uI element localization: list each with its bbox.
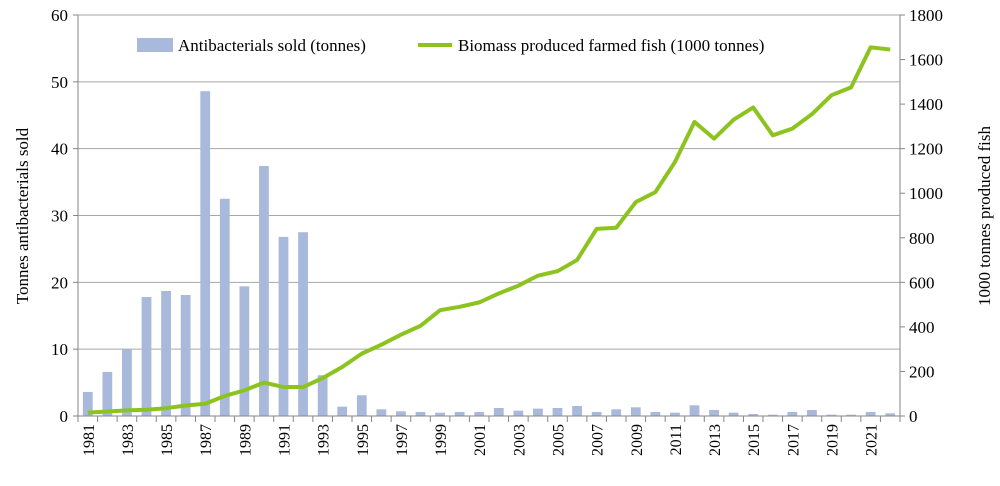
y-axis-label: Tonnes antibacterials sold [13,127,32,304]
bar [376,409,386,416]
x-tick-label: 1989 [237,424,254,456]
x-tick-label: 2003 [511,424,528,456]
y2-tick-label: 1800 [909,6,943,25]
x-tick-label: 2013 [707,424,724,456]
y2-tick-label: 800 [909,229,935,248]
bar-series [83,91,895,416]
bar [142,297,152,416]
x-tick-label: 1997 [394,424,411,456]
x-tick-label: 2021 [864,424,881,456]
y2-tick-label: 600 [909,273,935,292]
y-tick-label: 40 [51,140,68,159]
bar [807,410,817,416]
legend-swatch-bar [137,38,173,52]
x-tick-label: 1983 [120,424,137,456]
bar [787,412,797,416]
y2-tick-label: 1000 [909,184,943,203]
bar [572,406,582,416]
x-tick-label: 1981 [81,424,98,456]
x-tick-label: 2001 [472,424,489,456]
bar [690,405,700,416]
legend: Antibacterials sold (tonnes) Biomass pro… [137,36,764,55]
bar [357,395,367,416]
y2-tick-label: 0 [909,407,918,426]
bar [866,412,876,416]
y-tick-label: 60 [51,6,68,25]
bar [631,407,641,416]
bar [474,412,484,416]
bar [553,408,563,416]
x-tick-label: 2017 [785,424,802,456]
bar [161,291,171,416]
x-tick-label: 1999 [433,424,450,456]
bar [435,413,445,416]
y-tick-label: 0 [60,407,69,426]
bar [611,409,621,416]
x-tick-label: 2015 [746,424,763,456]
bar [455,412,465,416]
bar [279,237,289,416]
bar [416,412,426,416]
bar [200,91,210,416]
bar [494,408,504,416]
bar [239,286,249,416]
x-tick-label: 2005 [551,424,568,456]
x-tick-label: 2019 [825,424,842,456]
y-tick-label: 20 [51,273,68,292]
x-tick-label: 2011 [668,424,685,455]
bar [513,411,523,416]
legend-label-bar: Antibacterials sold (tonnes) [178,36,366,55]
bar [592,412,602,416]
x-tick-label: 1991 [277,424,294,456]
bar [670,413,680,416]
axes [73,15,905,422]
x-tick-label: 1995 [355,424,372,456]
bar [396,411,406,416]
x-tick-label: 1987 [198,424,215,456]
bar [181,295,191,416]
bar [533,409,543,416]
bar [650,412,660,416]
y2-tick-label: 1400 [909,95,943,114]
y-tick-label: 10 [51,340,68,359]
x-tick-label: 2007 [590,424,607,456]
bar [122,349,132,416]
y2-axis-label: 1000 tonnes produced fish [975,126,994,306]
x-tick-label: 1993 [316,424,333,456]
bar [729,413,739,416]
bar [220,199,230,416]
legend-label-line: Biomass produced farmed fish (1000 tonne… [458,36,764,55]
bar [709,410,719,416]
bar [337,407,347,416]
y-tick-label: 50 [51,73,68,92]
y-tick-label: 30 [51,207,68,226]
y2-tick-label: 400 [909,318,935,337]
x-tick-label: 1985 [159,424,176,456]
y2-tick-label: 1200 [909,140,943,159]
y2-tick-label: 1600 [909,51,943,70]
bar [259,166,269,416]
x-tick-label: 2009 [629,424,646,456]
y2-tick-label: 200 [909,362,935,381]
